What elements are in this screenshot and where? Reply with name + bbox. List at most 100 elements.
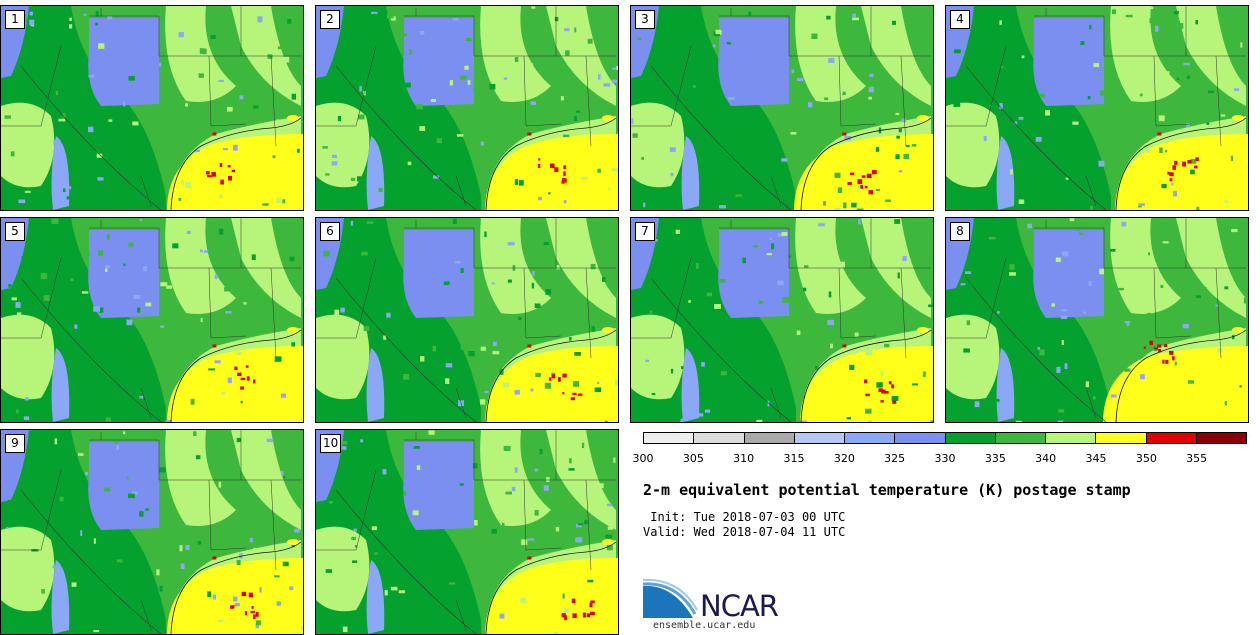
speckle [84, 110, 91, 115]
speckle [1079, 232, 1084, 235]
hot-spot [857, 179, 863, 185]
speckle [122, 322, 125, 325]
speckle [1206, 122, 1210, 125]
speckle [1045, 110, 1050, 116]
speckle [1215, 304, 1218, 307]
mexico-border [965, 277, 1107, 422]
speckle [1232, 335, 1235, 340]
colorbar-segment [995, 433, 1046, 443]
high-terrain-region [403, 230, 474, 318]
speckle [767, 400, 770, 407]
light-green-band [946, 102, 1000, 188]
speckle [257, 16, 263, 23]
speckle [1190, 159, 1197, 164]
speckle [740, 221, 747, 224]
speckle [69, 17, 72, 21]
speckle [574, 352, 581, 356]
speckle [267, 54, 273, 59]
stamp-map [946, 6, 1248, 210]
speckle [325, 173, 330, 176]
speckle [1015, 67, 1022, 73]
speckle [484, 390, 489, 393]
speckle [96, 153, 103, 158]
speckle [460, 268, 464, 273]
colorbar-segment [845, 433, 896, 443]
speckle [808, 102, 813, 108]
speckle [499, 613, 505, 619]
hot-spot [590, 600, 595, 604]
speckle [361, 251, 368, 256]
speckle [563, 608, 570, 613]
speckle [535, 372, 541, 377]
light-green-band [1, 314, 55, 400]
coastline [485, 117, 617, 210]
speckle [74, 324, 78, 329]
init-time: Init: Tue 2018-07-03 00 UTC [643, 510, 846, 524]
speckle [1085, 381, 1089, 388]
hot-spot [1187, 160, 1192, 164]
speckle [1118, 287, 1124, 291]
speckle [398, 590, 406, 594]
speckle [800, 420, 808, 422]
speckle [331, 161, 338, 166]
hot-spot [558, 377, 561, 382]
speckle [1230, 155, 1233, 161]
speckle [69, 186, 72, 190]
speckle [1209, 50, 1217, 53]
speckle [1124, 368, 1131, 372]
speckle [901, 118, 907, 123]
speckle [395, 461, 401, 466]
stamp-map [1, 430, 303, 634]
state-border [415, 6, 616, 147]
speckle [253, 105, 259, 109]
speckle [69, 24, 73, 29]
speckle [66, 196, 72, 200]
speckle [227, 106, 233, 112]
speckle [960, 283, 966, 286]
speckle [207, 591, 212, 597]
speckle [857, 203, 860, 206]
speckle [359, 86, 362, 92]
speckle [502, 522, 505, 526]
speckle [1093, 344, 1097, 349]
hot-spot [219, 163, 223, 167]
speckle [1093, 63, 1100, 67]
speckle [564, 437, 569, 443]
speckle [521, 539, 528, 546]
high-terrain-region [1033, 230, 1104, 318]
speckle [214, 274, 218, 280]
speckle [62, 113, 66, 119]
speckle [138, 396, 144, 399]
speckle [222, 148, 228, 151]
speckle [1056, 366, 1061, 373]
state-border [89, 15, 212, 127]
speckle [291, 93, 296, 100]
speckle [1171, 183, 1174, 186]
state-border [404, 227, 527, 339]
speckle [756, 419, 763, 422]
speckle [283, 56, 290, 63]
speckle [443, 281, 450, 286]
mexico-border [335, 489, 477, 634]
hot-spot [1169, 172, 1174, 177]
postage-stamp-10: 10 [315, 429, 619, 635]
speckle [1090, 205, 1093, 210]
speckle [224, 280, 230, 284]
speckle [1155, 26, 1159, 32]
speckle [234, 602, 240, 607]
stamp-label: 10 [320, 434, 342, 453]
speckle [587, 38, 593, 44]
hot-spot [253, 379, 256, 384]
speckle [594, 387, 602, 393]
speckle [1051, 303, 1055, 307]
speckle [875, 146, 880, 152]
speckle [1240, 42, 1243, 48]
speckle [1098, 160, 1105, 167]
speckle [360, 439, 364, 443]
speckle [1039, 349, 1045, 356]
speckle [412, 510, 419, 516]
speckle [591, 326, 595, 332]
speckle [615, 380, 618, 386]
speckle [1035, 136, 1042, 142]
speckle [712, 44, 716, 48]
